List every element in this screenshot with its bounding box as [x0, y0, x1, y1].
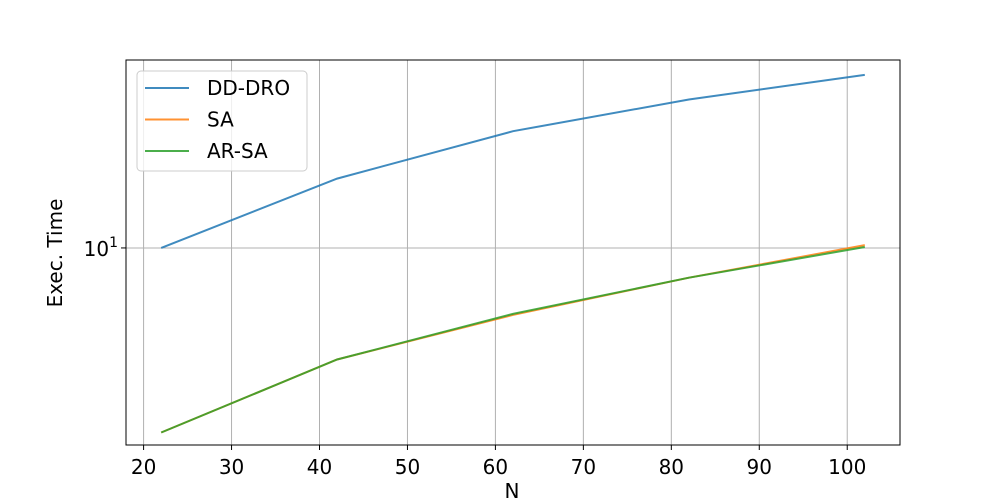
- legend-label: SA: [207, 108, 234, 132]
- legend-box: [136, 70, 308, 172]
- series-line-ar-sa: [160, 246, 865, 434]
- x-tick-label: 50: [395, 455, 420, 479]
- legend: DD-DRO SA AR-SA: [136, 70, 308, 172]
- legend-label: AR-SA: [207, 139, 268, 163]
- x-axis-label: N: [505, 479, 520, 500]
- y-tick-label: 101: [84, 235, 118, 261]
- x-tick-label: 30: [219, 455, 244, 479]
- x-tick-label: 20: [131, 455, 156, 479]
- x-tick-label: 60: [483, 455, 508, 479]
- grid: [126, 60, 900, 445]
- series-lines: [160, 73, 865, 434]
- x-tick-label: 70: [571, 455, 596, 479]
- legend-label: DD-DRO: [207, 76, 290, 100]
- series-line-dd-dro: [160, 73, 865, 249]
- x-tick-label: 90: [747, 455, 772, 479]
- axis-ticks: 20 30 40 50 60 70 80 90 100 101: [84, 235, 867, 479]
- x-tick-label: 40: [307, 455, 332, 479]
- x-tick-label: 80: [659, 455, 684, 479]
- plot-frame: [125, 59, 901, 446]
- x-tick-label: 100: [828, 455, 866, 479]
- y-axis-label: Exec. Time: [43, 199, 67, 308]
